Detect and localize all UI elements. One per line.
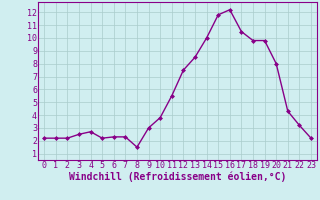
X-axis label: Windchill (Refroidissement éolien,°C): Windchill (Refroidissement éolien,°C) [69, 172, 286, 182]
